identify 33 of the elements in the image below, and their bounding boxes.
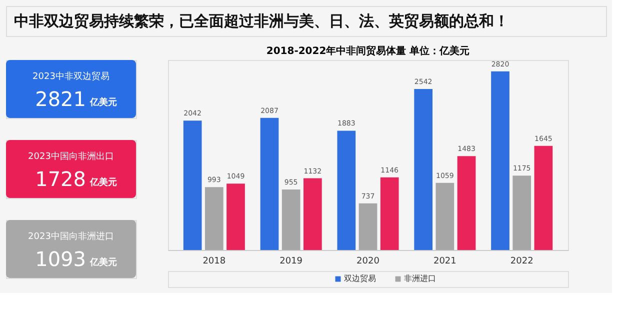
- bar: [226, 184, 245, 250]
- text: 中非双边贸易持续繁荣，已全面超过非洲与美、日、法、英贸易额的总和！: [14, 12, 509, 30]
- bar: [303, 178, 322, 250]
- bar: [204, 187, 224, 250]
- data-label: 2821: [35, 87, 86, 111]
- legend-label: 双边贸易: [344, 274, 376, 283]
- category-label: 2023中国向非洲出口: [28, 151, 114, 162]
- text: 亿美元: [89, 97, 117, 108]
- data-label: 1728: [35, 167, 86, 191]
- x-tick-label: 2018: [202, 256, 226, 266]
- bar: [358, 203, 378, 250]
- x-tick-label: 2021: [433, 256, 456, 266]
- text: 亿美元: [89, 257, 117, 268]
- bar: [491, 71, 510, 250]
- bar: [380, 177, 399, 250]
- x-tick-label: 2022: [510, 256, 534, 266]
- bar: [457, 156, 476, 250]
- bar: [414, 89, 433, 250]
- category-label: 2023中国向非洲进口: [28, 231, 114, 242]
- text: 亿美元: [89, 177, 117, 188]
- chart-title: 2018-2022年中非间贸易体量 单位：亿美元: [266, 45, 470, 57]
- bar: [512, 176, 532, 250]
- bar: [282, 190, 300, 250]
- bar: [260, 118, 279, 250]
- bar: [534, 146, 553, 250]
- bar: [436, 182, 454, 250]
- bar: [183, 120, 202, 250]
- x-tick-label: 2019: [280, 256, 303, 266]
- x-tick-label: 2020: [356, 256, 380, 266]
- legend-label: 非洲进口: [404, 274, 436, 283]
- data-label: 1093: [35, 247, 86, 271]
- category-label: 2023中非双边贸易: [32, 71, 110, 82]
- bar: [337, 130, 356, 250]
